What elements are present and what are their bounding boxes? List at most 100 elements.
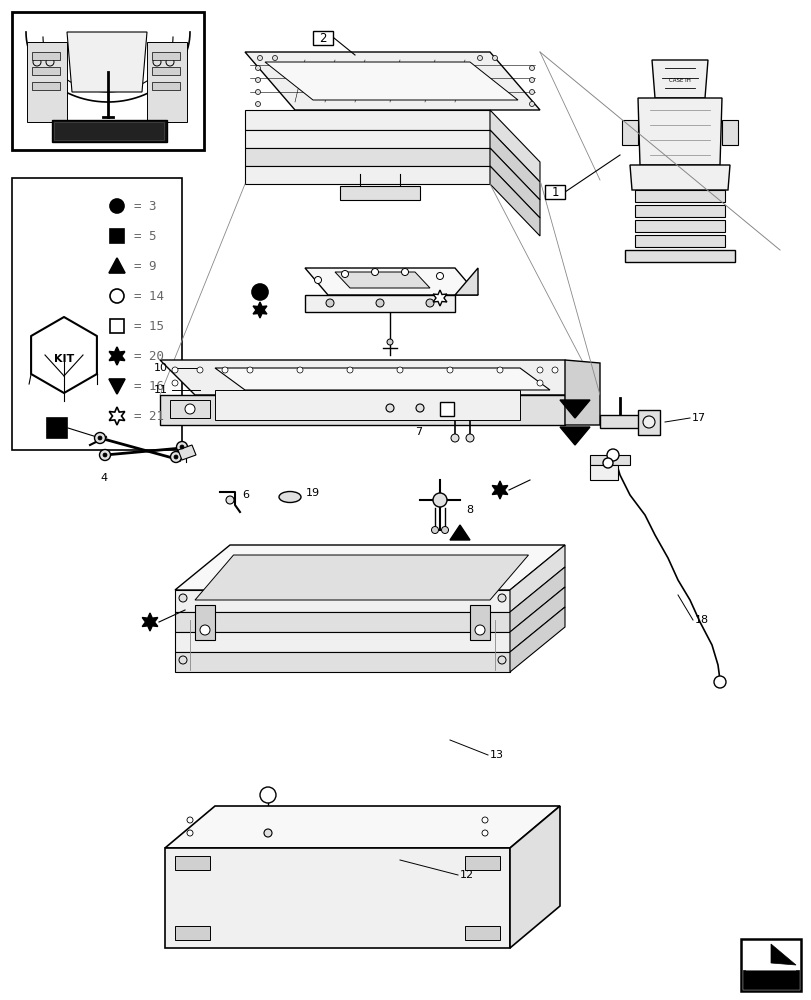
Circle shape (255, 102, 260, 107)
Polygon shape (245, 52, 539, 110)
Circle shape (172, 367, 178, 373)
Circle shape (371, 268, 378, 275)
Bar (47, 418, 67, 438)
Polygon shape (175, 632, 509, 652)
Polygon shape (305, 295, 454, 312)
Text: 13: 13 (489, 750, 504, 760)
Circle shape (642, 416, 654, 428)
Bar (109, 229, 124, 243)
Circle shape (551, 367, 557, 373)
Polygon shape (634, 235, 724, 247)
Circle shape (200, 625, 210, 635)
Circle shape (401, 268, 408, 275)
Polygon shape (621, 120, 637, 145)
Polygon shape (245, 110, 489, 130)
Polygon shape (165, 848, 509, 948)
Polygon shape (651, 60, 707, 98)
Text: = 5: = 5 (134, 230, 157, 242)
Circle shape (314, 276, 321, 284)
Circle shape (103, 453, 107, 457)
Bar (32, 82, 60, 90)
Circle shape (152, 58, 161, 66)
Bar (195, 605, 215, 640)
Circle shape (100, 450, 110, 460)
Text: 10: 10 (154, 363, 168, 373)
Circle shape (387, 339, 393, 345)
Polygon shape (491, 481, 507, 499)
Polygon shape (454, 268, 478, 295)
Circle shape (431, 526, 438, 534)
Circle shape (197, 367, 203, 373)
Circle shape (492, 56, 497, 61)
Circle shape (529, 66, 534, 71)
Polygon shape (109, 407, 125, 425)
Circle shape (178, 656, 187, 664)
Circle shape (536, 367, 543, 373)
Circle shape (165, 58, 174, 66)
Polygon shape (160, 360, 599, 395)
Polygon shape (175, 652, 509, 672)
Circle shape (415, 404, 423, 412)
Circle shape (713, 676, 725, 688)
Circle shape (260, 787, 276, 803)
Polygon shape (509, 587, 564, 652)
Polygon shape (489, 148, 539, 218)
Polygon shape (509, 567, 564, 632)
Polygon shape (335, 272, 430, 288)
Polygon shape (745, 947, 795, 970)
Circle shape (247, 367, 253, 373)
Text: = 20: = 20 (134, 350, 164, 362)
Text: KIT: KIT (54, 354, 74, 364)
Polygon shape (489, 110, 539, 182)
Circle shape (180, 445, 184, 449)
Polygon shape (245, 130, 489, 148)
Text: 6: 6 (242, 490, 249, 500)
Polygon shape (770, 944, 795, 965)
Bar (32, 67, 60, 75)
Circle shape (529, 90, 534, 95)
Bar (440, 402, 453, 416)
Polygon shape (245, 148, 489, 166)
Circle shape (187, 830, 193, 836)
Polygon shape (489, 130, 539, 200)
Circle shape (346, 367, 353, 373)
Polygon shape (560, 427, 590, 445)
Text: 4: 4 (100, 473, 107, 483)
Text: 2: 2 (319, 32, 326, 45)
Text: 8: 8 (466, 505, 473, 515)
Bar (12, 12, 204, 150)
Circle shape (264, 829, 272, 837)
Bar (465, 856, 500, 870)
Circle shape (450, 434, 458, 442)
Circle shape (341, 270, 348, 277)
Polygon shape (215, 368, 549, 390)
Polygon shape (54, 122, 164, 140)
Circle shape (375, 299, 384, 307)
Polygon shape (52, 120, 167, 142)
Circle shape (529, 78, 534, 83)
Circle shape (255, 66, 260, 71)
Polygon shape (637, 410, 659, 435)
Text: CASE IH: CASE IH (668, 78, 690, 83)
Circle shape (272, 56, 277, 61)
Bar (175, 926, 210, 940)
Polygon shape (175, 545, 564, 590)
Circle shape (446, 367, 453, 373)
Bar (740, 939, 800, 991)
Polygon shape (340, 186, 419, 200)
Polygon shape (629, 165, 729, 190)
Circle shape (482, 830, 487, 836)
Polygon shape (175, 590, 509, 612)
Circle shape (474, 625, 484, 635)
Circle shape (221, 367, 228, 373)
Circle shape (325, 299, 333, 307)
Bar (465, 926, 500, 940)
Bar (544, 185, 564, 199)
Polygon shape (637, 98, 721, 165)
Bar (470, 605, 489, 640)
Circle shape (178, 594, 187, 602)
Polygon shape (489, 166, 539, 236)
Polygon shape (109, 347, 125, 365)
Circle shape (94, 432, 105, 444)
Polygon shape (634, 220, 724, 232)
